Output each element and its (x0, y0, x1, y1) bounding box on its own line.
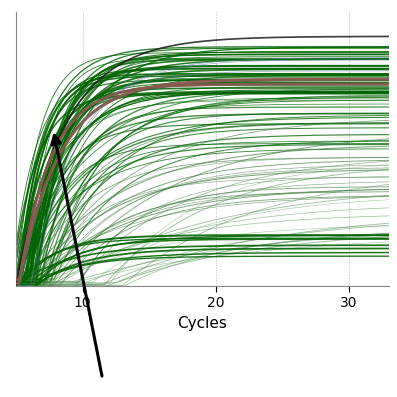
X-axis label: Cycles: Cycles (177, 316, 227, 331)
